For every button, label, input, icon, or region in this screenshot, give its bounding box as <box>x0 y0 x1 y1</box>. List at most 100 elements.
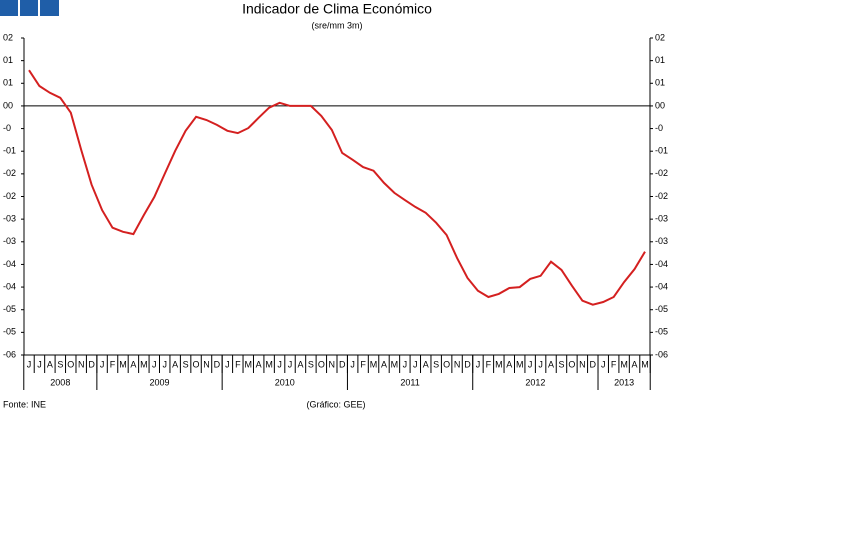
x-tick-label: J <box>476 359 481 369</box>
x-tick-label: S <box>183 359 189 369</box>
x-tick-label: M <box>245 359 253 369</box>
y-tick-label: -05 <box>3 327 16 337</box>
x-tick-label: M <box>641 359 649 369</box>
x-tick-label: J <box>350 359 355 369</box>
y-tick-label: -02 <box>3 168 16 178</box>
x-tick-label: A <box>632 359 638 369</box>
y-tick-label: -04 <box>3 259 16 269</box>
x-tick-label: J <box>27 359 32 369</box>
x-tick-label: A <box>506 359 512 369</box>
x-tick-label: O <box>193 359 200 369</box>
x-tick-label: M <box>119 359 127 369</box>
y-tick-label: -06 <box>3 349 16 359</box>
y2-tick-label: 02 <box>655 32 665 42</box>
x-tick-label: N <box>78 359 85 369</box>
y2-tick-label: -02 <box>655 191 668 201</box>
x-tick-label: M <box>516 359 524 369</box>
year-label: 2009 <box>149 377 169 387</box>
x-tick-label: J <box>277 359 282 369</box>
x-tick-label: F <box>235 359 241 369</box>
y2-tick-label: -04 <box>655 281 668 291</box>
y2-tick-label: -01 <box>655 146 668 156</box>
x-tick-label: J <box>152 359 157 369</box>
x-tick-label: A <box>130 359 136 369</box>
y2-tick-label: -04 <box>655 259 668 269</box>
x-tick-label: A <box>548 359 554 369</box>
y2-tick-label: 01 <box>655 55 665 65</box>
y-tick-label: -03 <box>3 236 16 246</box>
year-label: 2010 <box>275 377 295 387</box>
x-tick-label: S <box>433 359 439 369</box>
x-tick-label: J <box>288 359 293 369</box>
source: Fonte: INE <box>3 399 46 409</box>
x-tick-label: N <box>454 359 461 369</box>
x-tick-label: N <box>203 359 210 369</box>
x-tick-label: D <box>464 359 471 369</box>
year-label: 2012 <box>525 377 545 387</box>
logo <box>20 0 38 16</box>
x-tick-label: S <box>308 359 314 369</box>
year-label: 2013 <box>614 377 634 387</box>
x-tick-label: J <box>37 359 42 369</box>
y2-tick-label: 01 <box>655 78 665 88</box>
x-tick-label: O <box>67 359 74 369</box>
x-tick-label: M <box>620 359 628 369</box>
chart-title: Indicador de Clima Económico <box>242 1 432 17</box>
y2-tick-label: -05 <box>655 304 668 314</box>
x-tick-label: M <box>265 359 273 369</box>
x-tick-label: J <box>162 359 167 369</box>
y-tick-label: 00 <box>3 100 13 110</box>
x-tick-label: F <box>611 359 617 369</box>
y-tick-label: -0 <box>3 123 11 133</box>
credit: (Gráfico: GEE) <box>306 399 365 409</box>
series-line <box>28 69 646 306</box>
y-tick-label: -04 <box>3 281 16 291</box>
x-tick-label: M <box>391 359 399 369</box>
y2-tick-label: -03 <box>655 236 668 246</box>
x-tick-label: A <box>256 359 262 369</box>
x-tick-label: F <box>360 359 366 369</box>
x-tick-label: M <box>140 359 148 369</box>
x-tick-label: J <box>225 359 230 369</box>
x-tick-label: N <box>579 359 586 369</box>
x-tick-label: J <box>100 359 105 369</box>
y2-tick-label: -0 <box>655 123 663 133</box>
y-tick-label: -02 <box>3 191 16 201</box>
x-tick-label: J <box>403 359 408 369</box>
y-tick-label: 02 <box>3 32 13 42</box>
x-tick-label: O <box>318 359 325 369</box>
x-tick-label: D <box>339 359 346 369</box>
year-label: 2011 <box>400 377 419 387</box>
x-tick-label: F <box>486 359 492 369</box>
x-tick-label: M <box>370 359 378 369</box>
logo <box>40 0 59 16</box>
x-tick-label: J <box>538 359 543 369</box>
x-tick-label: D <box>88 359 95 369</box>
x-tick-label: O <box>568 359 575 369</box>
y2-tick-label: -02 <box>655 168 668 178</box>
x-tick-label: A <box>381 359 387 369</box>
y-tick-label: -05 <box>3 304 16 314</box>
x-tick-label: A <box>297 359 303 369</box>
x-tick-label: F <box>110 359 116 369</box>
x-tick-label: O <box>443 359 450 369</box>
x-tick-label: S <box>558 359 564 369</box>
x-tick-label: A <box>47 359 53 369</box>
x-tick-label: A <box>423 359 429 369</box>
year-label: 2008 <box>50 377 70 387</box>
y2-tick-label: -03 <box>655 214 668 224</box>
x-tick-label: J <box>601 359 606 369</box>
x-tick-label: D <box>214 359 221 369</box>
x-tick-label: N <box>329 359 336 369</box>
x-tick-label: J <box>528 359 533 369</box>
y-tick-label: 01 <box>3 55 13 65</box>
logo <box>0 0 18 16</box>
x-tick-label: S <box>57 359 63 369</box>
x-tick-label: J <box>413 359 418 369</box>
y-tick-label: 01 <box>3 78 13 88</box>
chart-subtitle: (sre/mm 3m) <box>312 20 363 30</box>
y2-tick-label: -06 <box>655 349 668 359</box>
x-tick-label: A <box>172 359 178 369</box>
x-tick-label: D <box>590 359 597 369</box>
